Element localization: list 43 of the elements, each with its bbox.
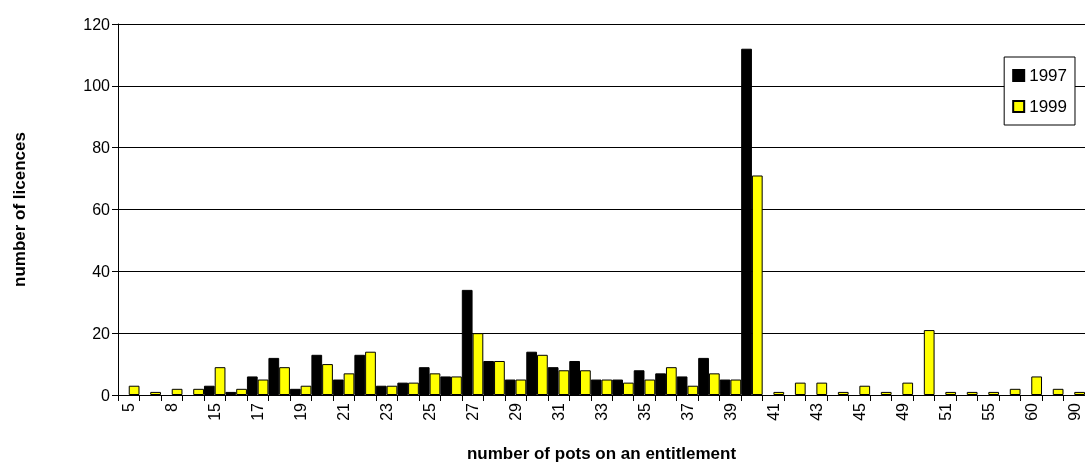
legend-label: 1999 bbox=[1029, 97, 1068, 116]
x-tick-label: 25 bbox=[421, 402, 439, 421]
y-tick-label: 40 bbox=[92, 262, 111, 280]
x-tick-label: 19 bbox=[292, 402, 310, 421]
x-tick-label: 8 bbox=[163, 402, 181, 412]
y-tick-label: 60 bbox=[92, 201, 111, 218]
x-tick-label: 33 bbox=[593, 402, 610, 421]
y-tick-label: 80 bbox=[92, 139, 111, 157]
x-tick-label: 27 bbox=[464, 402, 482, 421]
x-tick-label: 23 bbox=[378, 402, 396, 421]
x-tick-label: 90 bbox=[1065, 402, 1083, 421]
x-tick-label: 60 bbox=[1022, 402, 1040, 421]
bar bbox=[902, 382, 914, 395]
bar bbox=[988, 391, 1000, 395]
y-tick-label: 120 bbox=[83, 15, 111, 33]
x-tick-label: 39 bbox=[721, 402, 739, 421]
x-tick-label: 35 bbox=[635, 402, 653, 421]
y-tick-label: 100 bbox=[83, 77, 111, 95]
bar bbox=[773, 391, 785, 395]
bar bbox=[1031, 376, 1043, 395]
x-tick-label: 5 bbox=[120, 402, 138, 412]
x-tick-label: 17 bbox=[249, 402, 267, 421]
x-tick-label: 21 bbox=[335, 402, 353, 421]
y-tick-label: 20 bbox=[92, 324, 111, 342]
x-tick-label: 41 bbox=[764, 402, 782, 421]
x-tick-label: 49 bbox=[893, 402, 911, 421]
bar bbox=[816, 382, 828, 395]
x-tick-label: 43 bbox=[807, 402, 825, 421]
legend-label: 1997 bbox=[1029, 66, 1068, 85]
x-tick-label: 51 bbox=[936, 402, 954, 421]
x-tick-label: 55 bbox=[979, 402, 997, 421]
y-axis-title: number of licences bbox=[10, 132, 29, 287]
x-tick-label: 45 bbox=[850, 402, 868, 421]
x-tick-label: 37 bbox=[678, 402, 696, 421]
x-tick-label: 31 bbox=[550, 402, 568, 421]
bar bbox=[859, 385, 871, 395]
bar bbox=[945, 391, 957, 395]
x-tick-label: 29 bbox=[507, 402, 525, 421]
x-axis-title: number of pots on an entitlement bbox=[466, 444, 737, 463]
bar bbox=[150, 391, 161, 395]
x-tick-label: 15 bbox=[206, 402, 224, 421]
y-tick-label: 0 bbox=[101, 386, 111, 404]
bar bbox=[1074, 391, 1085, 395]
